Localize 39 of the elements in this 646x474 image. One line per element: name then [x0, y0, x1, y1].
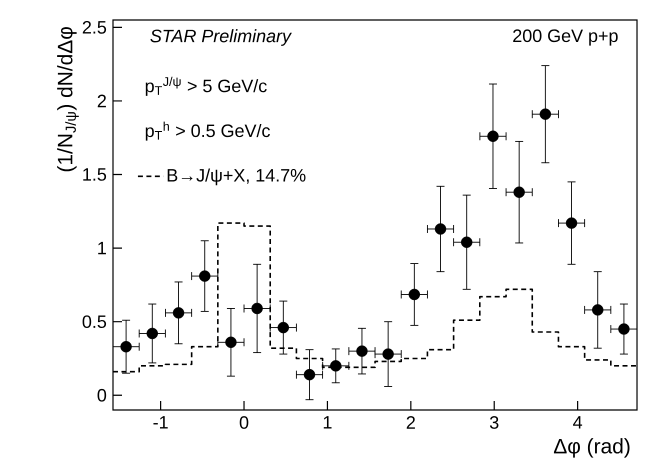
point: [278, 322, 290, 334]
x-tick-label: 2: [406, 416, 415, 429]
y-tick-label: 1: [98, 242, 106, 254]
point: [199, 270, 210, 282]
point: [172, 307, 184, 319]
annotation: STAR Preliminary: [150, 29, 292, 46]
point: [434, 223, 446, 235]
point: [592, 304, 604, 316]
y-tick-label: 0: [98, 388, 106, 402]
point: [382, 348, 394, 360]
point: [146, 328, 158, 340]
point: [461, 236, 472, 248]
annotation: 200 GeV p+p: [513, 29, 618, 46]
x-tick-label: 1: [324, 416, 332, 429]
y-tick-label: 0.5: [82, 315, 106, 328]
point: [251, 302, 263, 314]
x-tick-label: -1: [153, 416, 168, 429]
point: [618, 323, 630, 335]
point: [356, 345, 368, 357]
y-tick-label: 2: [98, 94, 106, 108]
point: [487, 130, 499, 142]
point: [330, 360, 342, 372]
x-tick-label: 3: [490, 416, 498, 429]
legend-label: B→J/ψ+X, 14.7%: [168, 168, 306, 186]
x-tick-label: 0: [240, 416, 248, 429]
y-tick-label: 1.5: [83, 168, 106, 181]
point: [408, 288, 420, 300]
y-tick-label: 2.5: [82, 20, 106, 34]
annotation: p$_{T}$$^{J/ψ}$ > 5 GeV/c: [146, 76, 267, 96]
annotation: p$_{T}$$^{h}$ > 0.5 GeV/c: [146, 122, 270, 141]
point: [540, 108, 552, 120]
point: [566, 217, 578, 229]
point: [120, 341, 132, 352]
point: [304, 368, 316, 380]
point: [225, 336, 237, 348]
point: [513, 186, 525, 198]
x-axis-title: Δφ (rad): [554, 438, 630, 458]
x-tick-label: 4: [573, 416, 582, 429]
y-axis-title: (1/N$_{J/ψ}$) dN/dΔφ: [57, 27, 79, 172]
